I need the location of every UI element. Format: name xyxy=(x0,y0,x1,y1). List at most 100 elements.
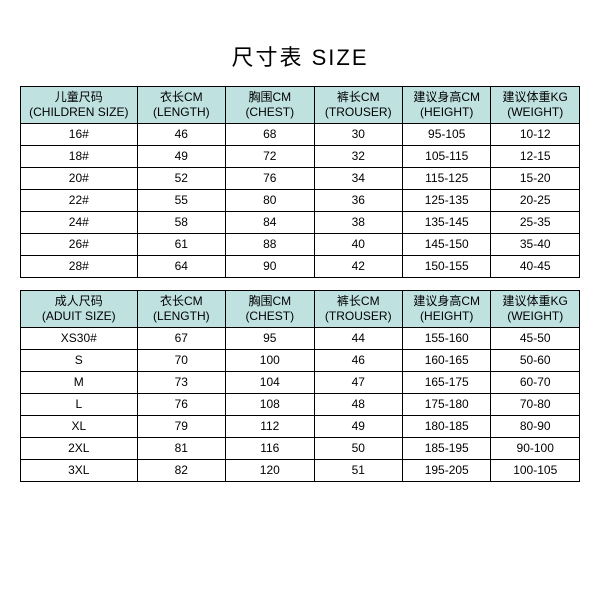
table-cell: 24# xyxy=(21,212,138,234)
table-cell: 185-195 xyxy=(402,438,490,460)
column-header: 裤长CM(TROUSER) xyxy=(314,87,402,124)
table-cell: 12-15 xyxy=(491,146,580,168)
table-cell: 49 xyxy=(314,416,402,438)
table-cell: 38 xyxy=(314,212,402,234)
table-cell: 18# xyxy=(21,146,138,168)
table-cell: 50-60 xyxy=(491,350,580,372)
table-cell: 20-25 xyxy=(491,190,580,212)
table-cell: 73 xyxy=(137,372,225,394)
table-cell: 32 xyxy=(314,146,402,168)
table-cell: 80 xyxy=(226,190,314,212)
table-cell: 47 xyxy=(314,372,402,394)
table-cell: 67 xyxy=(137,328,225,350)
table-cell: 160-165 xyxy=(402,350,490,372)
table-cell: S xyxy=(21,350,138,372)
table-cell: 125-135 xyxy=(402,190,490,212)
table-cell: 51 xyxy=(314,460,402,482)
table-row: 20#527634115-12515-20 xyxy=(21,168,580,190)
table-cell: 90-100 xyxy=(491,438,580,460)
table-cell: 76 xyxy=(226,168,314,190)
adult-header-row: 成人尺码(ADUIT SIZE)衣长CM(LENGTH)胸围CM(CHEST)裤… xyxy=(21,291,580,328)
table-cell: 26# xyxy=(21,234,138,256)
table-cell: 35-40 xyxy=(491,234,580,256)
table-cell: 195-205 xyxy=(402,460,490,482)
table-row: M7310447165-17560-70 xyxy=(21,372,580,394)
table-cell: 175-180 xyxy=(402,394,490,416)
table-cell: 2XL xyxy=(21,438,138,460)
column-header: 胸围CM(CHEST) xyxy=(226,291,314,328)
table-cell: 46 xyxy=(137,124,225,146)
table-cell: 112 xyxy=(226,416,314,438)
table-cell: 100 xyxy=(226,350,314,372)
table-cell: 58 xyxy=(137,212,225,234)
table-cell: 95-105 xyxy=(402,124,490,146)
table-cell: 34 xyxy=(314,168,402,190)
table-cell: 52 xyxy=(137,168,225,190)
table-cell: 55 xyxy=(137,190,225,212)
table-row: 28#649042150-15540-45 xyxy=(21,256,580,278)
table-cell: 42 xyxy=(314,256,402,278)
table-cell: 72 xyxy=(226,146,314,168)
table-cell: 3XL xyxy=(21,460,138,482)
table-cell: 105-115 xyxy=(402,146,490,168)
table-cell: 40 xyxy=(314,234,402,256)
table-cell: 116 xyxy=(226,438,314,460)
table-cell: 48 xyxy=(314,394,402,416)
table-cell: 40-45 xyxy=(491,256,580,278)
table-cell: 50 xyxy=(314,438,402,460)
table-cell: 30 xyxy=(314,124,402,146)
table-cell: 60-70 xyxy=(491,372,580,394)
table-cell: 76 xyxy=(137,394,225,416)
table-cell: 165-175 xyxy=(402,372,490,394)
table-row: 16#46683095-10510-12 xyxy=(21,124,580,146)
column-header: 裤长CM(TROUSER) xyxy=(314,291,402,328)
table-cell: 80-90 xyxy=(491,416,580,438)
table-cell: 64 xyxy=(137,256,225,278)
page-title: 尺寸表 SIZE xyxy=(231,40,368,72)
table-cell: 95 xyxy=(226,328,314,350)
table-cell: 36 xyxy=(314,190,402,212)
children-header-row: 儿童尺码(CHILDREN SIZE)衣长CM(LENGTH)胸围CM(CHES… xyxy=(21,87,580,124)
table-cell: 15-20 xyxy=(491,168,580,190)
table-cell: M xyxy=(21,372,138,394)
table-row: 26#618840145-15035-40 xyxy=(21,234,580,256)
table-cell: 145-150 xyxy=(402,234,490,256)
adult-size-table: 成人尺码(ADUIT SIZE)衣长CM(LENGTH)胸围CM(CHEST)裤… xyxy=(20,290,580,482)
table-cell: 180-185 xyxy=(402,416,490,438)
table-cell: 90 xyxy=(226,256,314,278)
column-header: 胸围CM(CHEST) xyxy=(226,87,314,124)
table-row: S7010046160-16550-60 xyxy=(21,350,580,372)
table-cell: 104 xyxy=(226,372,314,394)
table-cell: 155-160 xyxy=(402,328,490,350)
table-cell: L xyxy=(21,394,138,416)
table-cell: 49 xyxy=(137,146,225,168)
table-cell: 22# xyxy=(21,190,138,212)
table-cell: 44 xyxy=(314,328,402,350)
table-cell: XS30# xyxy=(21,328,138,350)
table-cell: 70-80 xyxy=(491,394,580,416)
table-row: 24#588438135-14525-35 xyxy=(21,212,580,234)
table-cell: 16# xyxy=(21,124,138,146)
table-row: XS30#679544155-16045-50 xyxy=(21,328,580,350)
table-cell: XL xyxy=(21,416,138,438)
column-header: 衣长CM(LENGTH) xyxy=(137,291,225,328)
table-cell: 115-125 xyxy=(402,168,490,190)
table-cell: 135-145 xyxy=(402,212,490,234)
column-header: 建议体重KG(WEIGHT) xyxy=(491,87,580,124)
column-header: 建议身高CM(HEIGHT) xyxy=(402,291,490,328)
table-cell: 25-35 xyxy=(491,212,580,234)
column-header: 建议体重KG(WEIGHT) xyxy=(491,291,580,328)
table-cell: 28# xyxy=(21,256,138,278)
column-header: 建议身高CM(HEIGHT) xyxy=(402,87,490,124)
table-row: 2XL8111650185-19590-100 xyxy=(21,438,580,460)
table-cell: 100-105 xyxy=(491,460,580,482)
table-cell: 45-50 xyxy=(491,328,580,350)
table-cell: 79 xyxy=(137,416,225,438)
table-cell: 82 xyxy=(137,460,225,482)
table-row: 22#558036125-13520-25 xyxy=(21,190,580,212)
table-cell: 46 xyxy=(314,350,402,372)
table-cell: 81 xyxy=(137,438,225,460)
table-row: 18#497232105-11512-15 xyxy=(21,146,580,168)
column-header: 成人尺码(ADUIT SIZE) xyxy=(21,291,138,328)
table-cell: 88 xyxy=(226,234,314,256)
